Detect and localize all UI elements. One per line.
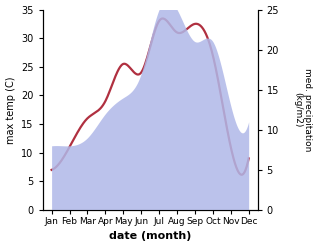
Y-axis label: max temp (C): max temp (C) xyxy=(5,76,16,144)
Y-axis label: med. precipitation
(kg/m2): med. precipitation (kg/m2) xyxy=(293,68,313,151)
X-axis label: date (month): date (month) xyxy=(109,231,191,242)
